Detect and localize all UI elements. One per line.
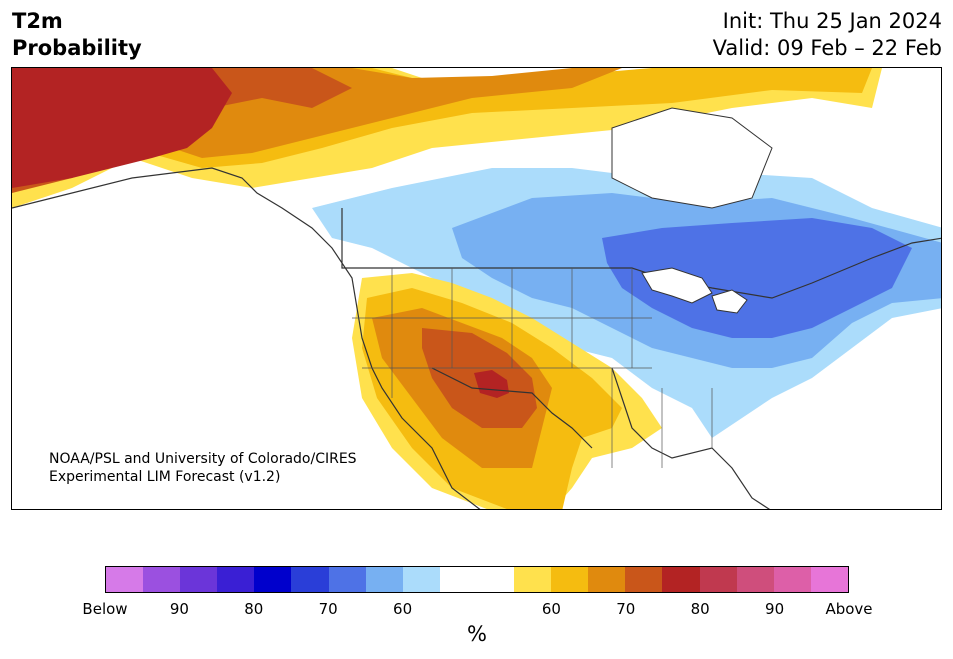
variable-label: T2m: [12, 9, 63, 33]
region-below-70: [602, 218, 912, 338]
hudson-bay: [611, 107, 773, 209]
colorbar-swatch: [365, 567, 403, 592]
colorbar-swatch: [143, 567, 181, 592]
colorbar-unit: %: [467, 622, 487, 646]
colorbar-swatch: [476, 567, 515, 592]
colorbar-swatch: [514, 567, 552, 592]
credit-line-1: NOAA/PSL and University of Colorado/CIRE…: [49, 451, 357, 467]
credit-text: NOAA/PSL and University of Colorado/CIRE…: [49, 450, 357, 486]
colorbar-swatch: [180, 567, 218, 592]
colorbar-tick-label: 90: [765, 600, 785, 618]
colorbar-swatch: [328, 567, 366, 592]
country-borders: [12, 167, 941, 509]
colorbar-tick-label: 60: [541, 600, 561, 618]
colorbar-tick-label: 70: [318, 600, 338, 618]
colorbar-tick-label: 70: [616, 600, 636, 618]
colorbar-swatch: [217, 567, 255, 592]
map-svg: [12, 68, 941, 509]
credit-line-2: Experimental LIM Forecast (v1.2): [49, 469, 281, 485]
forecast-map: [11, 67, 942, 510]
colorbar-tick-label: 80: [690, 600, 710, 618]
region-above-90-alaska: [12, 68, 232, 188]
colorbar-swatch: [662, 567, 700, 592]
colorbar-swatch: [588, 567, 626, 592]
colorbar-tick-label: 80: [244, 600, 264, 618]
colorbar-swatch: [736, 567, 774, 592]
state-lines: [352, 268, 713, 468]
colorbar-tick-label: Above: [825, 600, 873, 618]
colorbar: [105, 566, 849, 593]
colorbar-swatch: [402, 567, 440, 592]
colorbar-tick-label: Below: [82, 600, 128, 618]
valid-range: Valid: 09 Feb – 22 Feb: [712, 36, 942, 60]
region-above-90-sw: [474, 370, 509, 398]
colorbar-swatch: [551, 567, 589, 592]
colorbar-tick-label: 90: [169, 600, 189, 618]
colorbar-tick-label: 60: [393, 600, 413, 618]
colorbar-swatch: [291, 567, 329, 592]
colorbar-swatch: [699, 567, 737, 592]
great-lakes: [641, 267, 748, 314]
colorbar-swatch: [254, 567, 292, 592]
colorbar-swatch: [810, 567, 848, 592]
colorbar-swatch: [439, 567, 477, 592]
product-label: Probability: [12, 36, 142, 60]
date-info: Init: Thu 25 Jan 2024 Valid: 09 Feb – 22…: [713, 8, 942, 62]
colorbar-swatch: [625, 567, 663, 592]
colorbar-swatch: [773, 567, 811, 592]
colorbar-swatch: [106, 567, 144, 592]
init-date: Init: Thu 25 Jan 2024: [722, 9, 942, 33]
chart-title: T2m Probability: [12, 8, 142, 62]
